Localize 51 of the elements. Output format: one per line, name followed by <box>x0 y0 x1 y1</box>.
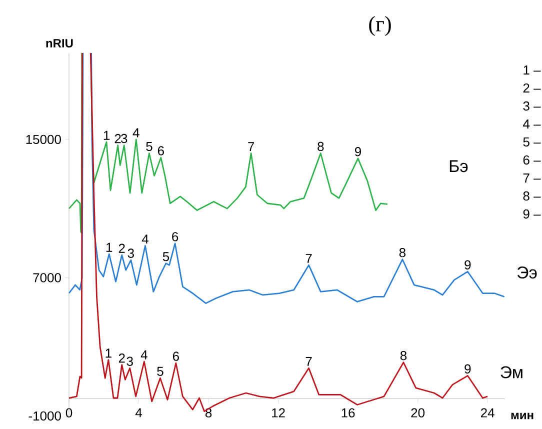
text: Бэ <box>450 160 468 172</box>
x-axis-title: мин <box>511 412 534 420</box>
annotation: 4 <box>140 350 148 360</box>
text: 4 – <box>523 120 541 128</box>
text: 7 – <box>523 174 541 182</box>
text: 3 – <box>523 101 541 111</box>
annotation: 1 <box>106 242 112 252</box>
annotation: 2 <box>118 354 125 363</box>
text: 8 – <box>523 191 541 201</box>
x-tick-label: 0 <box>66 408 72 418</box>
annotation: 8 <box>318 142 324 152</box>
annotation: 7 <box>306 356 312 366</box>
annotation: 1 <box>104 130 110 140</box>
annotation: 9 <box>464 260 471 270</box>
annotation: 5 <box>162 252 170 262</box>
annotation: 8 <box>399 248 406 258</box>
annotation: 5 <box>146 142 152 152</box>
annotation: 4 <box>132 128 140 138</box>
annotation: 7 <box>248 142 254 152</box>
annotation: 6 <box>158 146 164 156</box>
y-tick-label: 15000 <box>26 134 61 144</box>
annotation: 3 <box>121 134 128 144</box>
text: 1 – <box>524 66 541 74</box>
annotation: 2 <box>114 134 121 144</box>
x-tick-label: 4 <box>135 408 142 418</box>
x-tick-label: 20 <box>411 408 425 418</box>
series-label: Эм <box>500 366 522 378</box>
annotation: 9 <box>354 147 361 156</box>
text: 9 – <box>523 209 541 219</box>
x-tick-label: 12 <box>272 408 285 418</box>
annotation: 6 <box>172 232 178 242</box>
annotation: 6 <box>172 352 179 361</box>
annotation: 7 <box>306 254 312 263</box>
annotation: 9 <box>464 364 471 374</box>
x-tick-label: 24 <box>480 408 494 418</box>
annotation: 4 <box>142 234 148 244</box>
y-tick-label: -1000 <box>28 411 61 421</box>
annotation: 1 <box>106 348 112 358</box>
chart-title: (г) <box>369 16 391 36</box>
text: 5 – <box>523 137 541 147</box>
annotation: 5 <box>157 366 164 376</box>
annotation: 8 <box>400 350 407 360</box>
y-tick-label: 7000 <box>33 273 61 282</box>
text: 2 – <box>523 83 541 93</box>
x-tick-label: 16 <box>342 408 355 418</box>
annotation: 3 <box>126 356 133 366</box>
y-axis-title: nRIU <box>46 39 73 48</box>
text: 6 – <box>523 155 541 165</box>
annotation: 3 <box>128 248 134 258</box>
annotation: 2 <box>118 244 125 253</box>
series-label: Ээ <box>517 266 537 279</box>
